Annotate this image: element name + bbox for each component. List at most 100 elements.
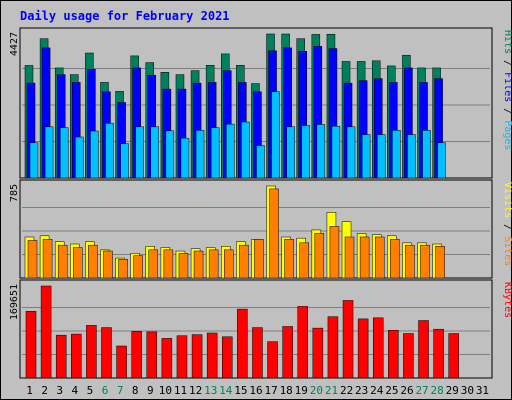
bar-pages-day-15 [241,121,250,179]
bar-sites-day-20 [314,233,325,279]
bar-kbytes-day-1 [25,311,37,379]
x-tick-label-10: 10 [159,384,172,397]
bar-pages-day-14 [226,123,235,179]
bar-sites-day-26 [405,244,415,279]
bar-kbytes-day-12 [191,334,203,379]
x-tick-label-3: 3 [56,384,63,397]
bar-sites-day-3 [57,244,68,279]
chart-title: Daily usage for February 2021 [20,9,230,23]
legend-item-kbytes: KBytes [502,282,512,318]
x-tick-label-14: 14 [219,384,233,397]
bar-kbytes-day-11 [176,335,188,379]
bar-kbytes-day-9 [146,331,158,379]
x-tick-label-7: 7 [117,384,124,397]
legend-separator: / [502,102,512,120]
x-tick-label-20: 20 [310,384,323,397]
bar-pages-day-11 [180,137,190,179]
bar-kbytes-day-10 [161,338,173,379]
x-tick-label-30: 30 [461,384,474,397]
bar-pages-day-13 [210,127,220,179]
bar-kbytes-day-7 [116,345,127,379]
bar-sites-day-6 [103,250,113,279]
x-tick-label-28: 28 [431,384,444,397]
legend-item-hits: Hits [502,30,512,54]
x-tick-label-25: 25 [385,384,398,397]
bar-sites-day-24 [374,236,385,279]
bar-sites-day-1 [27,240,38,279]
bar-pages-day-24 [376,134,386,179]
bar-kbytes-day-17 [267,341,278,379]
bar-sites-day-19 [299,242,309,279]
bar-kbytes-day-25 [388,330,399,379]
legend-separator: / [502,218,512,236]
bar-kbytes-day-27 [418,320,429,379]
x-tick-label-26: 26 [400,384,413,397]
bar-pages-day-18 [286,126,295,179]
x-tick-label-11: 11 [174,384,187,397]
legend: Visits / Sites [502,182,512,266]
bar-kbytes-day-5 [86,325,97,379]
bar-sites-day-25 [390,239,400,279]
bar-sites-day-5 [88,244,98,279]
bar-kbytes-day-8 [131,331,142,379]
bar-pages-day-8 [135,126,144,179]
x-tick-label-16: 16 [249,384,262,397]
bar-pages-day-1 [29,142,39,179]
bar-pages-day-10 [165,130,175,179]
x-tick-label-17: 17 [264,384,277,397]
legend: Hits / Files / Pages [502,30,512,150]
x-tick-label-4: 4 [72,384,79,397]
bar-kbytes-day-20 [312,327,324,379]
bar-pages-day-6 [105,122,114,179]
bar-kbytes-day-24 [372,317,384,379]
bar-kbytes-day-4 [71,333,82,379]
bar-sites-day-14 [224,249,234,279]
bar-kbytes-day-26 [403,333,414,379]
bar-sites-day-22 [344,236,355,279]
panel-kbytes: 169651 KBytes [9,279,512,379]
bar-sites-day-4 [73,247,83,279]
bar-pages-day-3 [59,127,69,179]
panel-visits_sites: 785 Visits / Sites [9,179,512,279]
bar-kbytes-day-6 [101,327,112,379]
x-tick-label-2: 2 [41,384,48,397]
legend-item-pages: Pages [502,120,512,150]
legend-item-visits: Visits [502,182,512,218]
bar-pages-day-20 [316,124,326,179]
bar-pages-day-5 [90,130,99,179]
bar-sites-day-23 [359,236,370,279]
x-tick-label-31: 31 [476,384,489,397]
panel-hits_files_pages: 4427 Hits / Files / Pages [9,27,512,179]
bar-kbytes-day-21 [327,316,339,379]
legend-item-sites: Sites [502,236,512,266]
bar-kbytes-day-18 [282,326,293,379]
bar-kbytes-day-16 [252,327,263,379]
bar-pages-day-23 [361,134,371,179]
bar-sites-day-12 [193,250,204,279]
x-tick-label-5: 5 [87,384,94,397]
bar-pages-day-27 [422,130,431,179]
bar-kbytes-day-19 [297,306,308,379]
x-tick-label-6: 6 [102,384,109,397]
x-tick-label-1: 1 [26,384,33,397]
bar-sites-day-9 [148,249,159,279]
bar-pages-day-7 [120,143,129,179]
bar-kbytes-day-29 [448,333,459,379]
bar-pages-day-9 [150,126,160,179]
bar-sites-day-18 [284,239,294,279]
bar-sites-day-13 [208,249,219,279]
bar-kbytes-day-13 [206,332,218,379]
x-tick-label-8: 8 [132,384,139,397]
bar-kbytes-day-14 [222,336,233,379]
bar-sites-day-16 [254,239,264,279]
bar-sites-day-2 [42,239,53,279]
bar-pages-day-12 [195,130,205,179]
bar-sites-day-15 [239,244,249,279]
bar-pages-day-16 [256,145,265,179]
legend-item-files: Files [502,72,512,102]
bar-pages-day-2 [44,126,54,179]
bar-sites-day-21 [329,226,340,279]
bar-pages-day-4 [75,136,84,179]
bar-sites-day-10 [163,249,174,279]
